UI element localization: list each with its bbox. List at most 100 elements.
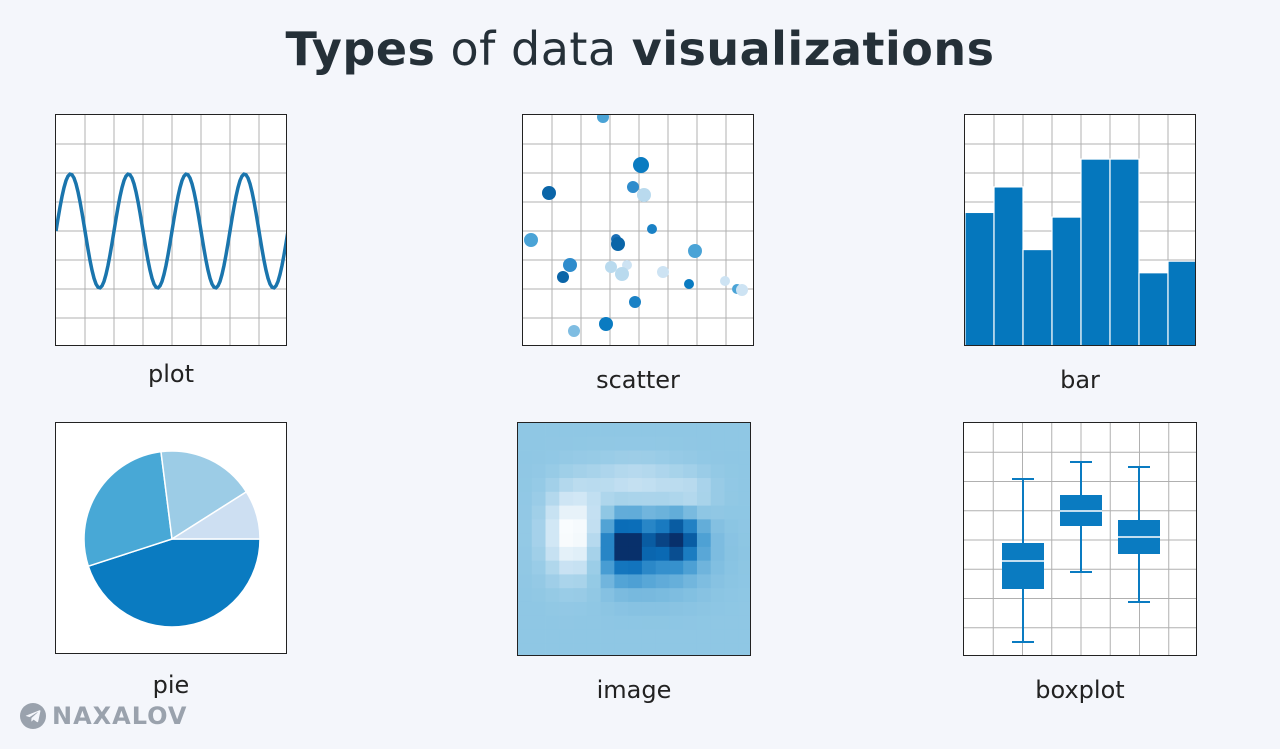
heatmap-cell [559, 643, 574, 655]
heatmap-cell [614, 478, 629, 493]
heatmap-cell [531, 464, 546, 479]
heatmap-cell [531, 450, 546, 465]
heatmap-cell [518, 601, 533, 617]
heatmap-cell [696, 533, 712, 548]
heatmap-cell [683, 505, 698, 520]
scatter-point [688, 244, 702, 258]
heatmap-cell [655, 519, 670, 534]
heatmap-cell [738, 464, 750, 479]
heatmap-cell [573, 588, 588, 603]
scatter-point [637, 188, 651, 202]
heatmap-cell [518, 560, 533, 575]
scatter-point [568, 325, 580, 337]
heatmap-cell [696, 491, 712, 506]
heatmap-cell [545, 423, 560, 438]
heatmap-cell [559, 491, 574, 506]
heatmap-cell [559, 560, 574, 575]
plot-line [56, 172, 286, 290]
heatmap-cell [724, 629, 739, 644]
heatmap-cell [573, 491, 588, 506]
heatmap-cell [710, 519, 725, 534]
heatmap-cell [669, 533, 684, 548]
heatmap-cell [614, 643, 629, 655]
heatmap-cell [696, 629, 712, 644]
heatmap-cell [586, 615, 601, 630]
heatmap-cell [545, 574, 560, 589]
heatmap-cell [710, 643, 725, 655]
heatmap-cell [696, 601, 712, 617]
heatmap-cell [655, 560, 670, 575]
plot-caption: plot [148, 360, 194, 388]
heatmap-cell [518, 643, 533, 655]
heatmap-cell [586, 533, 601, 548]
heatmap-cell [545, 546, 560, 562]
heatmap-cell [545, 601, 560, 617]
heatmap-cell [738, 629, 750, 644]
heatmap-cell [655, 546, 670, 562]
heatmap-cell [724, 436, 739, 451]
heatmap-cell [738, 450, 750, 465]
heatmap-cell [628, 574, 643, 589]
heatmap-cell [683, 533, 698, 548]
heatmap-cell [641, 533, 657, 548]
heatmap-cell [669, 423, 684, 438]
heatmap-cell [531, 491, 546, 506]
heatmap-cell [628, 588, 643, 603]
heatmap-cell [655, 423, 670, 438]
bar-caption: bar [1060, 366, 1100, 394]
plot-chart [55, 114, 287, 346]
heatmap-cell [696, 615, 712, 630]
heatmap-cell [683, 519, 698, 534]
pie-chart [55, 422, 287, 654]
box-body [1002, 543, 1044, 589]
scatter-point [597, 115, 609, 123]
heatmap-cell [518, 629, 533, 644]
heatmap-cell [724, 560, 739, 575]
pie-slice [83, 450, 173, 568]
pie-caption: pie [152, 671, 190, 699]
image-caption: image [596, 676, 672, 704]
bar [1051, 216, 1082, 345]
heatmap-cell [545, 505, 560, 520]
heatmap-cell [641, 519, 657, 534]
heatmap-cell [559, 588, 574, 603]
heatmap-cell [724, 478, 739, 493]
heatmap-cell [531, 533, 546, 548]
heatmap-cell [628, 629, 643, 644]
heatmap-cell [586, 574, 601, 589]
pie-slice [87, 538, 261, 628]
heatmap-cell [586, 588, 601, 603]
heatmap-cell [628, 643, 643, 655]
heatmap-cell [573, 546, 588, 562]
heatmap-cell [614, 464, 629, 479]
heatmap-cell [573, 615, 588, 630]
heatmap-cell [518, 588, 533, 603]
heatmap-cell [518, 519, 533, 534]
heatmap-cell [518, 491, 533, 506]
heatmap-cell [641, 450, 657, 465]
heatmap-cell [655, 478, 670, 493]
heatmap-cell [669, 588, 684, 603]
heatmap-cell [738, 505, 750, 520]
heatmap-cell [600, 436, 615, 451]
heatmap-cell [669, 615, 684, 630]
heatmap-cell [696, 478, 712, 493]
heatmap-cell [724, 464, 739, 479]
heatmap-cell [641, 588, 657, 603]
heatmap-cell [518, 546, 533, 562]
heatmap-cell [683, 450, 698, 465]
heatmap-cell [545, 450, 560, 465]
heatmap-cell [586, 505, 601, 520]
heatmap-cell [696, 519, 712, 534]
heatmap-cell [655, 436, 670, 451]
heatmap-cell [614, 533, 629, 548]
heatmap-cell [600, 423, 615, 438]
heatmap-cell [710, 491, 725, 506]
heatmap-cell [628, 505, 643, 520]
heatmap-cell [531, 615, 546, 630]
heatmap-cell [724, 491, 739, 506]
heatmap-cell [559, 519, 574, 534]
heatmap-cell [738, 560, 750, 575]
heatmap-cell [724, 450, 739, 465]
heatmap-cell [696, 574, 712, 589]
